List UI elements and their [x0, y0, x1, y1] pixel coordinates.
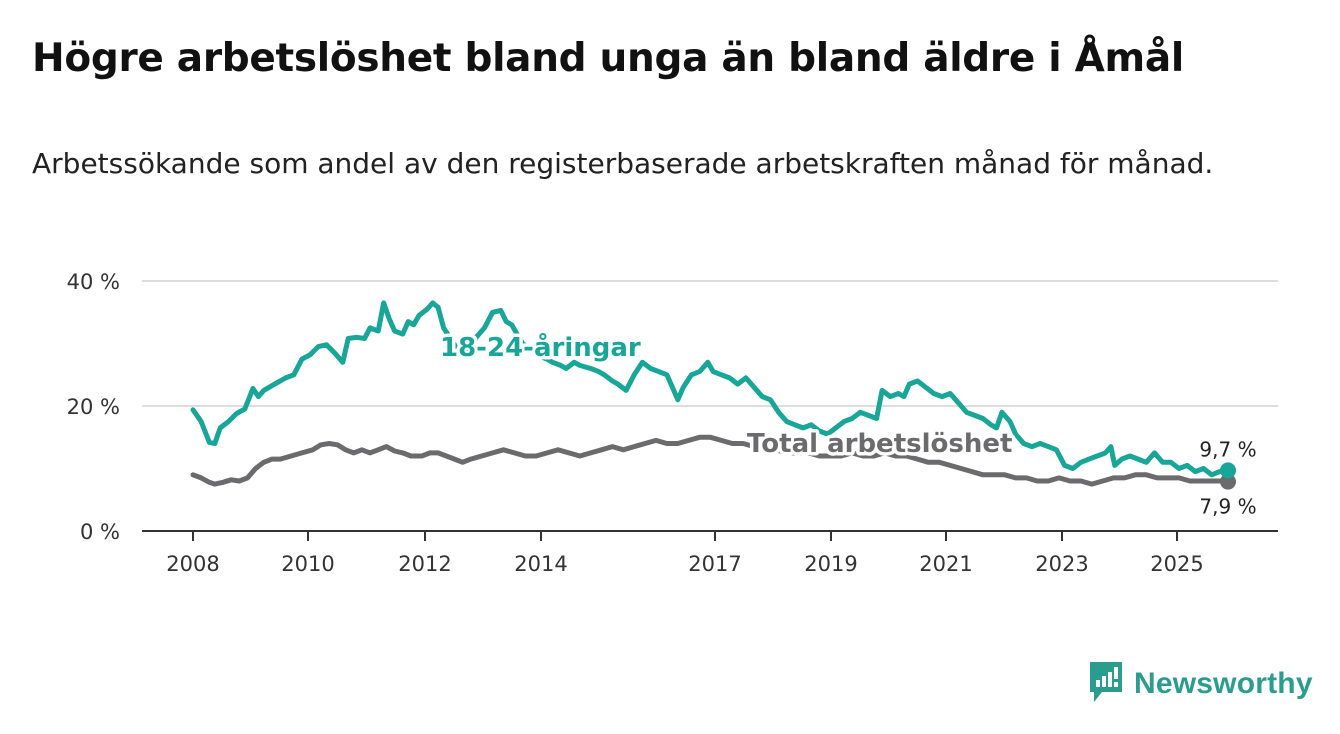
x-tick-label: 2019 [804, 552, 857, 576]
series-label-total: Total arbetslöshet [747, 429, 1012, 459]
x-tick-label: 2012 [398, 552, 451, 576]
brand-logo[interactable]: Newsworthy [1088, 660, 1313, 708]
series-line-total [190, 434, 1231, 487]
x-tick-label: 2008 [166, 552, 219, 576]
end-marker-total [1220, 473, 1236, 490]
x-tick-label: 2021 [919, 552, 972, 576]
chart-title: Högre arbetslöshet bland unga än bland ä… [32, 36, 1184, 81]
brand-name: Newsworthy [1134, 667, 1313, 700]
series-label-total-halo: Total arbetslöshet [747, 429, 1012, 459]
x-tick-label: 2017 [688, 552, 741, 576]
newsworthy-logo-icon [1088, 660, 1124, 708]
end-marker-youth [1220, 462, 1236, 479]
end-label-total: 7,9 % [1199, 495, 1256, 519]
series-label-youth-halo: 18-24-åringar [440, 331, 641, 363]
x-tick-label: 2025 [1150, 552, 1203, 576]
y-tick-label: 40 % [67, 270, 120, 294]
x-tick-label: 2010 [281, 552, 334, 576]
y-tick-label: 20 % [67, 395, 120, 419]
x-tick-label: 2023 [1035, 552, 1088, 576]
chart-subtitle: Arbetssökande som andel av den registerb… [32, 147, 1214, 180]
series-line-youth [190, 300, 1231, 478]
y-tick-label: 0 % [80, 520, 120, 544]
end-label-youth: 9,7 % [1199, 437, 1256, 461]
series-label-youth: 18-24-åringar [440, 331, 641, 363]
x-tick-label: 2014 [514, 552, 567, 576]
